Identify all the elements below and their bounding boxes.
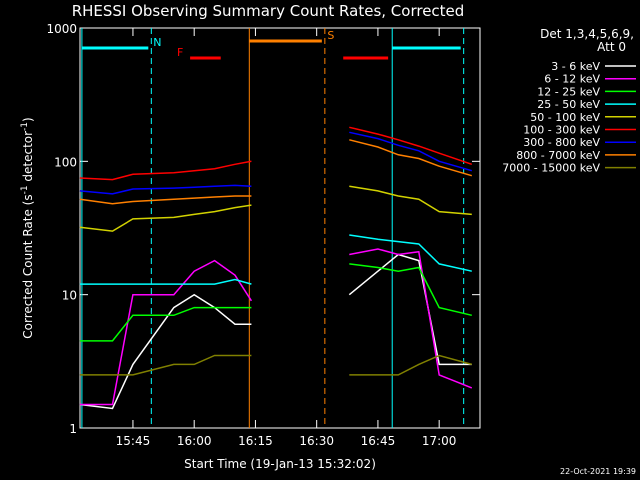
- series-line: [79, 234, 472, 285]
- x-tick-label: 16:45: [361, 434, 396, 448]
- series-line: [79, 253, 472, 410]
- x-tick-label: 16:30: [299, 434, 334, 448]
- legend-header: Det 1,3,4,5,6,9,: [540, 27, 634, 41]
- x-axis-label: Start Time (19-Jan-13 15:32:02): [184, 457, 376, 471]
- x-tick-label: 16:15: [238, 434, 273, 448]
- legend-header: Att 0: [597, 40, 626, 54]
- interval-label: N: [153, 36, 161, 49]
- legend-label: 3 - 6 keV: [551, 60, 600, 73]
- series-line: [79, 185, 472, 232]
- series-line: [79, 354, 472, 376]
- y-label-part: Corrected Count Rate (s: [21, 194, 35, 338]
- legend-label: 800 - 7000 keV: [516, 149, 600, 162]
- legend-label: 100 - 300 keV: [523, 124, 600, 137]
- series-line: [79, 263, 472, 342]
- legend-label: 25 - 50 keV: [537, 98, 600, 111]
- y-tick-label: 1: [69, 422, 77, 436]
- y-tick-label: 100: [54, 155, 77, 169]
- series-line: [79, 248, 473, 406]
- y-label-part: ): [21, 117, 35, 122]
- legend-label: 6 - 12 keV: [544, 73, 600, 86]
- series-line: [79, 131, 473, 195]
- series-line: [79, 139, 473, 205]
- x-tick-label: 15:45: [116, 434, 151, 448]
- x-tick-label: 16:00: [177, 434, 212, 448]
- interval-label: F: [177, 46, 183, 59]
- footer: 22-Oct-2021 19:39: [560, 467, 636, 476]
- y-axis-label: Corrected Count Rate (s-1 detector-1): [20, 117, 35, 338]
- y-label-sup: -1: [20, 185, 30, 194]
- legend-label: 7000 - 15000 keV: [502, 162, 600, 175]
- y-tick-label: 10: [62, 289, 77, 303]
- plot-frame: [79, 27, 481, 429]
- x-tick-label: 17:00: [422, 434, 457, 448]
- legend-label: 50 - 100 keV: [530, 111, 600, 124]
- chart-title: RHESSI Observing Summary Count Rates, Co…: [72, 2, 465, 20]
- y-tick-label: 1000: [46, 22, 77, 36]
- y-label-part: detector: [21, 131, 35, 186]
- interval-label: S: [327, 29, 334, 42]
- legend-label: 12 - 25 keV: [537, 85, 600, 98]
- legend-label: 300 - 800 keV: [523, 136, 600, 149]
- y-label-sup: -1: [20, 122, 30, 131]
- series-line: [79, 126, 473, 181]
